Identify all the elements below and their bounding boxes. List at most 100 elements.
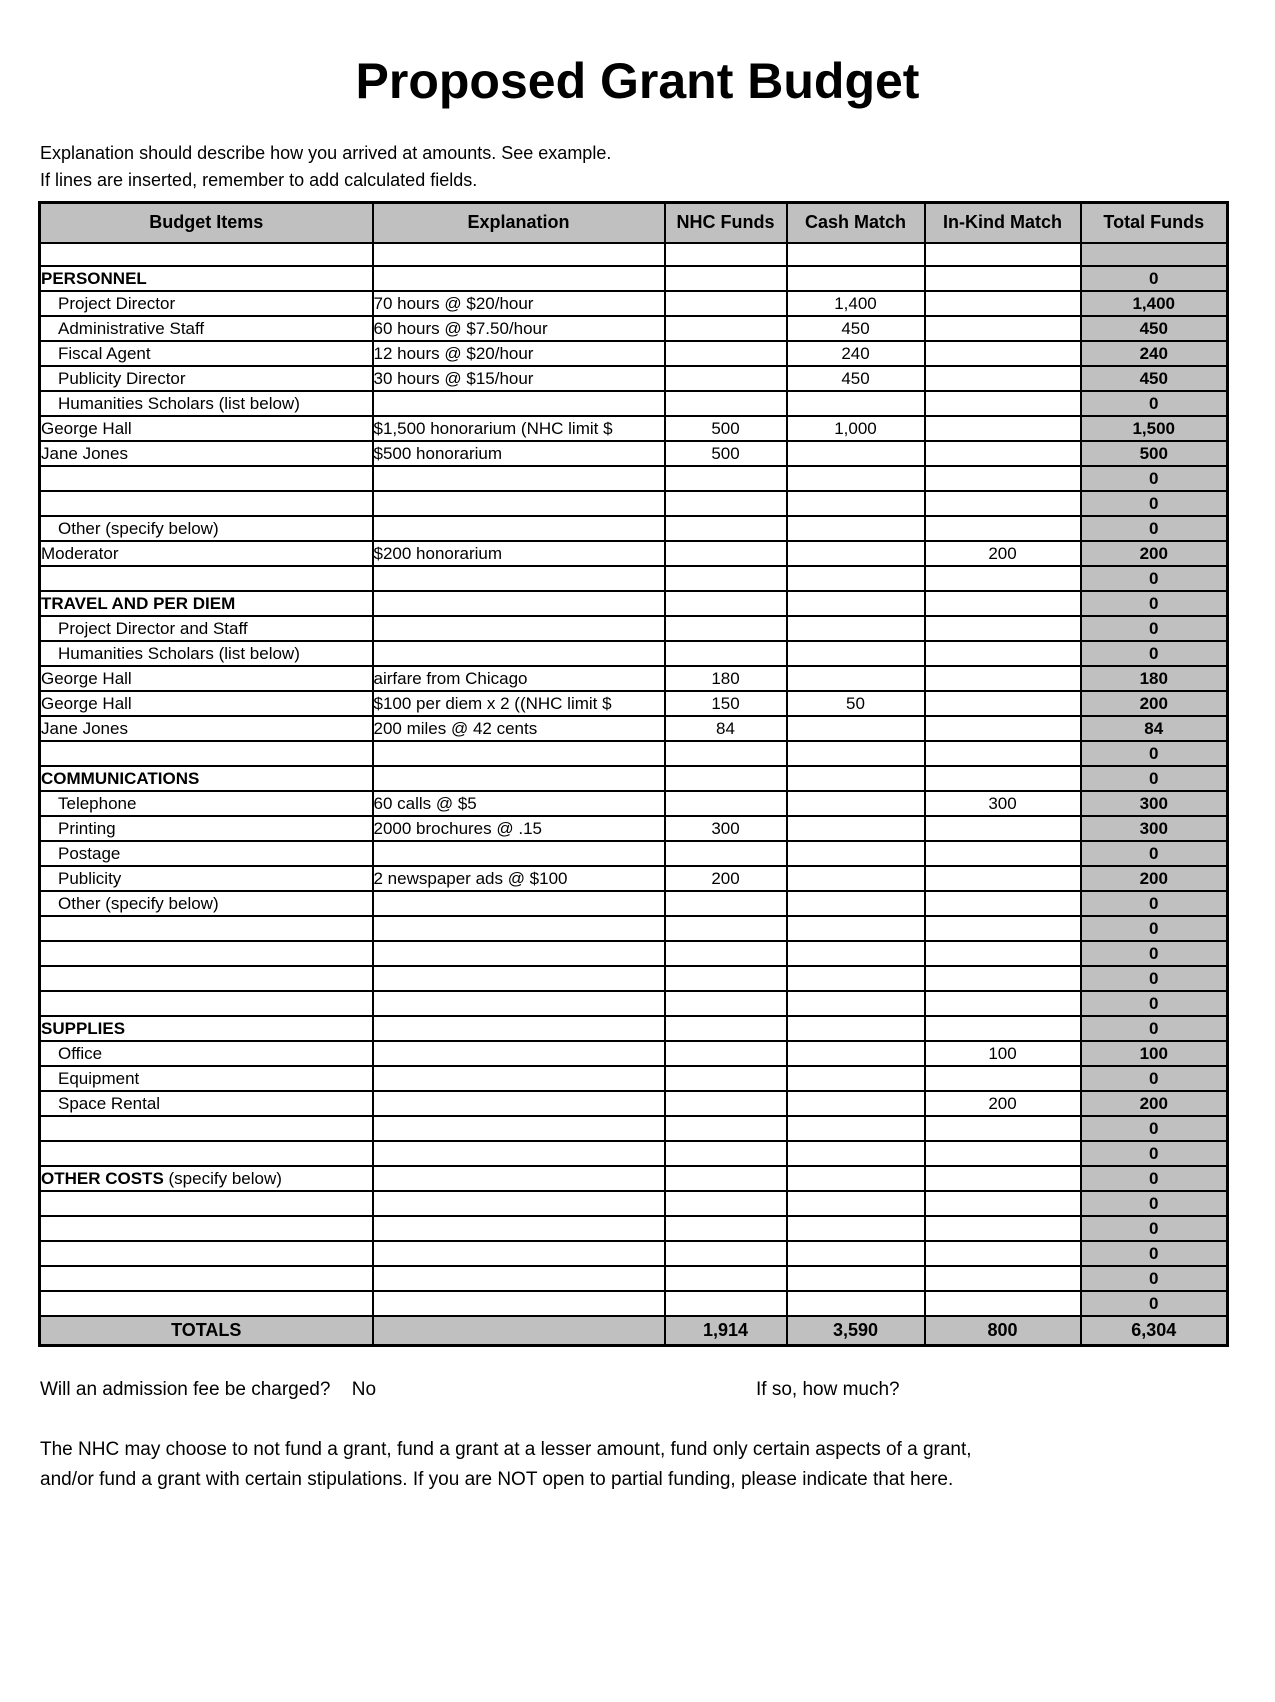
explanation-cell: 12 hours @ $20/hour <box>371 339 666 367</box>
explanation-cell <box>371 389 666 417</box>
nhc-funds-cell <box>663 1239 788 1267</box>
table-row: Humanities Scholars (list below) 0 <box>38 389 1229 417</box>
explanation-cell <box>371 839 666 867</box>
inkind-match-cell <box>923 414 1082 442</box>
table-row: 0 <box>38 1239 1229 1267</box>
table-row: Telephone 60 calls @ $5 300 300 <box>38 789 1229 817</box>
nhc-funds-cell <box>663 589 788 617</box>
nhc-funds-cell <box>663 839 788 867</box>
nhc-funds-cell <box>663 539 788 567</box>
inkind-match-cell: 100 <box>923 1039 1082 1067</box>
cash-match-cell <box>785 1139 926 1167</box>
nhc-funds-cell <box>663 289 788 317</box>
inkind-match-cell <box>923 489 1082 517</box>
budget-item-cell: Printing <box>38 814 374 842</box>
budget-item-cell: Postage <box>38 839 374 867</box>
budget-item-cell: Fiscal Agent <box>38 339 374 367</box>
budget-item-cell: Humanities Scholars (list below) <box>38 639 374 667</box>
explanation-cell <box>371 1164 666 1192</box>
total-funds-cell: 0 <box>1079 614 1229 642</box>
table-row: 0 <box>38 1189 1229 1217</box>
explanation-cell <box>371 1289 666 1317</box>
explanation-cell <box>371 464 666 492</box>
table-row: TRAVEL AND PER DIEM 0 <box>38 589 1229 617</box>
table-row: Office 100 100 <box>38 1039 1229 1067</box>
cash-match-cell <box>785 814 926 842</box>
cash-match-cell <box>785 864 926 892</box>
table-row: OTHER COSTS (specify below) 0 <box>38 1164 1229 1192</box>
cash-match-cell <box>785 264 926 292</box>
col-header-inkind-match: In-Kind Match <box>923 201 1082 244</box>
inkind-match-cell <box>923 939 1082 967</box>
cash-match-cell <box>785 539 926 567</box>
inkind-match-cell <box>923 589 1082 617</box>
budget-item-cell <box>38 989 374 1017</box>
nhc-funds-cell <box>663 339 788 367</box>
inkind-match-cell <box>923 1139 1082 1167</box>
nhc-funds-cell: 180 <box>663 664 788 692</box>
budget-item-cell: Administrative Staff <box>38 314 374 342</box>
budget-item-cell <box>38 939 374 967</box>
intro-line-1: Explanation should describe how you arri… <box>40 143 612 163</box>
total-funds-cell: 300 <box>1079 789 1229 817</box>
table-row: Project Director and Staff 0 <box>38 614 1229 642</box>
funding-note-line-1: The NHC may choose to not fund a grant, … <box>40 1438 972 1460</box>
explanation-cell <box>371 939 666 967</box>
table-row: Space Rental 200 200 <box>38 1089 1229 1117</box>
inkind-match-cell <box>923 264 1082 292</box>
total-funds-cell: 0 <box>1079 839 1229 867</box>
nhc-funds-cell <box>663 1064 788 1092</box>
budget-item-cell: PERSONNEL <box>38 264 374 292</box>
cash-match-cell <box>785 1114 926 1142</box>
total-funds-cell: 0 <box>1079 1189 1229 1217</box>
budget-table: Budget Items Explanation NHC Funds Cash … <box>38 201 1229 1347</box>
nhc-funds-cell <box>663 1214 788 1242</box>
totals-inkind-match-cell: 800 <box>923 1314 1082 1346</box>
budget-item-cell: Project Director <box>38 289 374 317</box>
table-row: George Hall $1,500 honorarium (NHC limit … <box>38 414 1229 442</box>
totals-label: TOTALS <box>38 1314 374 1346</box>
budget-item-cell: Other (specify below) <box>38 514 374 542</box>
budget-item-cell <box>38 1114 374 1142</box>
nhc-funds-cell <box>663 789 788 817</box>
cash-match-cell <box>785 1214 926 1242</box>
nhc-funds-cell <box>663 889 788 917</box>
nhc-funds-cell <box>663 364 788 392</box>
nhc-funds-cell <box>663 1114 788 1142</box>
total-funds-cell: 0 <box>1079 964 1229 992</box>
budget-item-cell: Space Rental <box>38 1089 374 1117</box>
inkind-match-cell <box>923 1164 1082 1192</box>
inkind-match-cell <box>923 739 1082 767</box>
total-funds-cell: 0 <box>1079 464 1229 492</box>
total-funds-cell: 0 <box>1079 639 1229 667</box>
cash-match-cell <box>785 664 926 692</box>
explanation-cell <box>371 514 666 542</box>
table-row: 0 <box>38 1214 1229 1242</box>
total-funds-cell: 0 <box>1079 489 1229 517</box>
total-funds-cell: 0 <box>1079 1289 1229 1317</box>
cash-match-cell <box>785 1164 926 1192</box>
table-row: 0 <box>38 1264 1229 1292</box>
cash-match-cell <box>785 1289 926 1317</box>
nhc-funds-cell: 200 <box>663 864 788 892</box>
table-row: Administrative Staff 60 hours @ $7.50/hou… <box>38 314 1229 342</box>
explanation-cell <box>371 241 666 267</box>
explanation-cell: $100 per diem x 2 ((NHC limit $ <box>371 689 666 717</box>
cash-match-cell <box>785 1064 926 1092</box>
budget-item-cell <box>38 489 374 517</box>
explanation-cell: 30 hours @ $15/hour <box>371 364 666 392</box>
nhc-funds-cell <box>663 1089 788 1117</box>
explanation-cell <box>371 489 666 517</box>
budget-item-cell <box>38 914 374 942</box>
budget-item-cell <box>38 564 374 592</box>
cash-match-cell <box>785 714 926 742</box>
cash-match-cell <box>785 964 926 992</box>
budget-item-cell: George Hall <box>38 664 374 692</box>
budget-item-cell: George Hall <box>38 414 374 442</box>
total-funds-cell <box>1079 241 1229 267</box>
inkind-match-cell <box>923 289 1082 317</box>
cash-match-cell <box>785 1239 926 1267</box>
budget-item-cell: Project Director and Staff <box>38 614 374 642</box>
table-row: George Hall airfare from Chicago 180 180 <box>38 664 1229 692</box>
col-header-nhc-funds: NHC Funds <box>663 201 788 244</box>
